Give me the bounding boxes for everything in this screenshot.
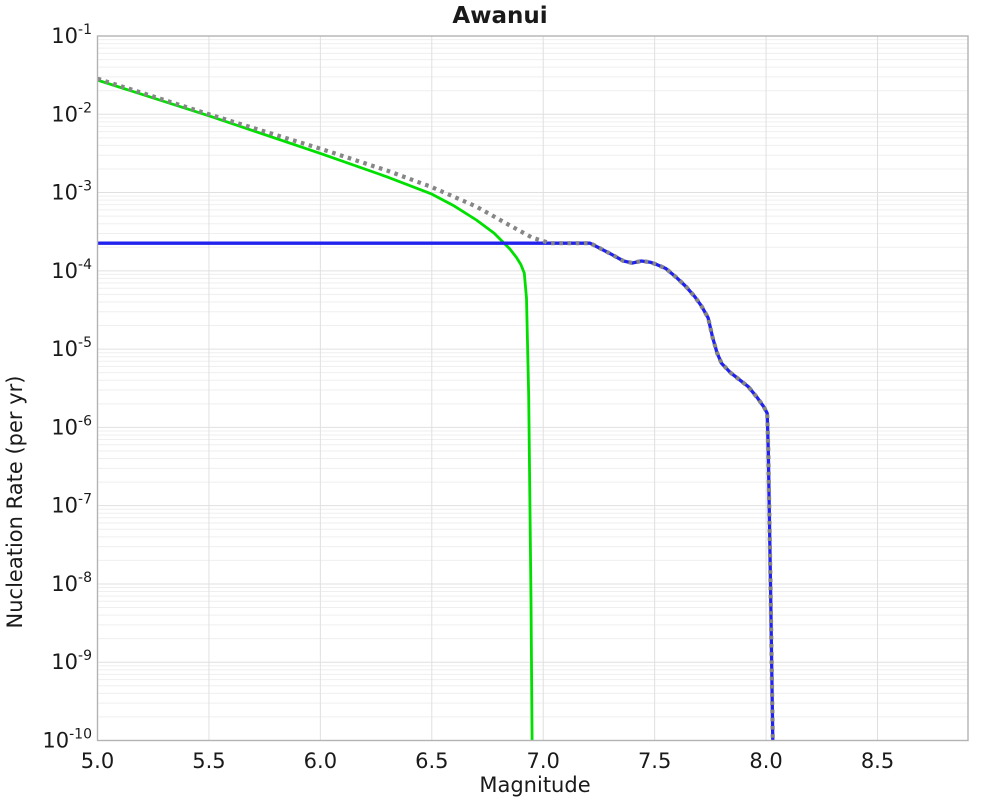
- target-gr-dotted-line: [97, 76, 775, 741]
- green-gr-tapered-line: [97, 78, 534, 741]
- x-tick-label: 7.5: [638, 749, 671, 773]
- y-tick-label: 10-10: [42, 727, 92, 753]
- minor-gridlines: [97, 39, 968, 718]
- x-tick-label: 5.0: [81, 749, 114, 773]
- major-gridlines: [97, 35, 968, 741]
- x-axis-label: Magnitude: [479, 773, 590, 797]
- chart-title: Awanui: [452, 3, 547, 29]
- y-tick-label: 10-6: [51, 413, 92, 439]
- y-tick-label: 10-8: [51, 570, 92, 596]
- y-tick-label: 10-1: [51, 22, 92, 48]
- y-tick-label: 10-4: [51, 257, 92, 283]
- x-tick-label: 5.5: [192, 749, 225, 773]
- y-tick-label: 10-7: [51, 492, 92, 518]
- x-tick-label: 8.0: [749, 749, 782, 773]
- series-group: [97, 76, 775, 741]
- plot-frame: [96, 35, 969, 742]
- x-tick-label: 7.0: [527, 749, 560, 773]
- y-axis-label: Nucleation Rate (per yr): [3, 376, 27, 629]
- y-tick-labels: 10-1 10-2 10-3 10-4 10-5 10-6 10-7 10-8 10-9 10-1…: [42, 22, 92, 753]
- y-tick-label: 10-2: [51, 100, 92, 126]
- y-tick-label: 10-9: [51, 648, 92, 674]
- x-tick-label: 8.5: [861, 749, 894, 773]
- y-tick-label: 10-5: [51, 335, 92, 361]
- x-tick-label: 6.0: [304, 749, 337, 773]
- x-tick-label: 6.5: [415, 749, 448, 773]
- y-tick-label: 10-3: [51, 179, 92, 205]
- x-tick-labels: 5.0 5.5 6.0 6.5 7.0 7.5 8.0 8.5: [81, 749, 894, 773]
